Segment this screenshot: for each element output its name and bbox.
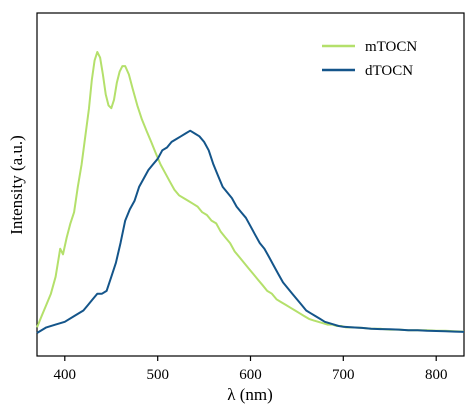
x-axis-label: λ (nm) xyxy=(227,385,273,404)
x-tick-label: 800 xyxy=(425,367,448,383)
x-tick-label: 400 xyxy=(54,367,77,383)
series-layer xyxy=(36,51,465,334)
x-ticks-layer: 400 500 600 700 800 xyxy=(54,356,448,383)
x-tick-label: 600 xyxy=(239,367,262,383)
legend-label-mtocn: mTOCN xyxy=(365,39,417,55)
x-tick-label: 500 xyxy=(146,367,169,383)
legend: mTOCN dTOCN xyxy=(322,39,417,79)
legend-label-dtocn: dTOCN xyxy=(365,63,413,79)
y-axis-label: Intensity (a.u.) xyxy=(7,135,26,235)
x-tick-label: 700 xyxy=(332,367,355,383)
series-line-mtocn xyxy=(36,51,465,333)
series-line-dtocn xyxy=(36,129,465,334)
